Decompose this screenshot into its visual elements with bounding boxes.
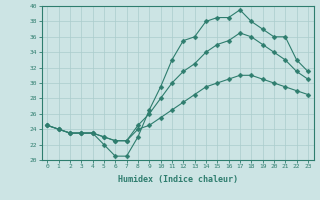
X-axis label: Humidex (Indice chaleur): Humidex (Indice chaleur): [118, 175, 237, 184]
